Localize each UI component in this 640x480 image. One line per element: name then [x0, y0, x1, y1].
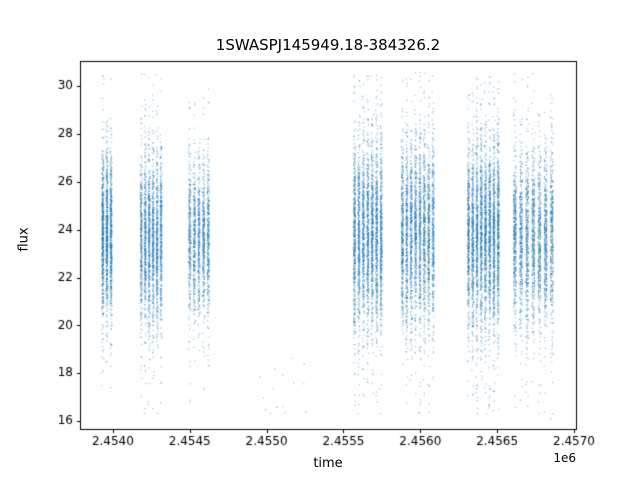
x-offset-label: 1e6 — [553, 451, 576, 465]
chart-title: 1SWASPJ145949.18-384326.2 — [215, 36, 441, 54]
y-axis-label: flux — [16, 227, 32, 252]
x-axis-label: time — [313, 456, 343, 471]
